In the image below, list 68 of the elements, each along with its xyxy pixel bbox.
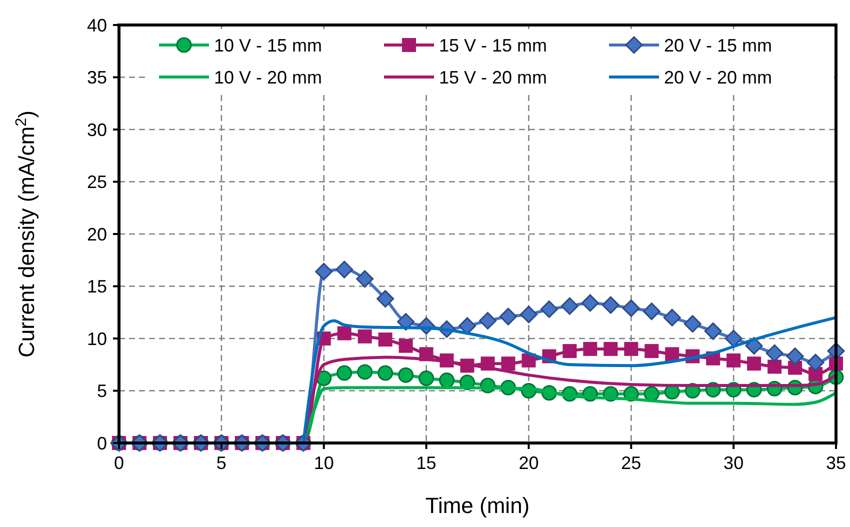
point <box>478 312 496 330</box>
point <box>581 294 599 312</box>
point <box>622 299 640 317</box>
point <box>642 302 660 320</box>
point <box>398 338 413 353</box>
legend-label: 10 V - 20 mm <box>214 67 322 88</box>
point <box>747 356 762 371</box>
y-tick-label: 20 <box>86 224 107 244</box>
point <box>788 360 802 375</box>
point <box>644 386 660 402</box>
y-tick-label: 5 <box>96 381 107 402</box>
point <box>439 372 455 388</box>
legend-label: 15 V - 20 mm <box>439 67 548 88</box>
point <box>378 332 392 347</box>
point <box>583 342 598 356</box>
x-tick-label: 15 <box>416 453 436 473</box>
point <box>398 367 414 383</box>
x-tick-label: 30 <box>724 453 744 473</box>
legend-label: 10 V - 15 mm <box>214 35 322 56</box>
x-tick-label: 35 <box>826 453 846 473</box>
point <box>499 308 517 326</box>
y-tick-label: 15 <box>86 276 107 297</box>
point <box>336 260 354 278</box>
point <box>766 344 784 362</box>
point <box>520 306 538 324</box>
point <box>684 315 702 333</box>
point <box>458 317 476 335</box>
point <box>560 297 578 315</box>
point <box>704 322 722 340</box>
point <box>418 370 434 386</box>
point <box>356 270 374 288</box>
y-tick-label: 40 <box>86 15 107 36</box>
y-tick-label: 35 <box>86 68 107 88</box>
point <box>665 347 680 362</box>
legend-label: 20 V - 20 mm <box>664 67 772 88</box>
point <box>602 296 620 314</box>
point <box>644 344 659 358</box>
point <box>337 326 352 340</box>
y-tick-label: 25 <box>86 172 107 192</box>
point <box>768 360 782 374</box>
point <box>786 348 804 366</box>
point <box>358 329 372 344</box>
legend-label: 20 V - 15 mm <box>664 35 772 56</box>
point <box>357 364 373 380</box>
point <box>376 290 394 308</box>
x-tick-label: 5 <box>216 453 226 473</box>
legend-label: 15 V - 15 mm <box>439 35 548 56</box>
point <box>663 308 681 326</box>
point <box>724 330 742 348</box>
point <box>562 344 577 358</box>
point <box>501 356 516 371</box>
x-axis-title: Time (min) <box>425 493 530 518</box>
y-tick-label: 10 <box>86 328 107 349</box>
point <box>806 354 824 372</box>
point <box>624 342 638 356</box>
point <box>315 262 333 280</box>
point <box>522 353 536 368</box>
x-tick-label: 0 <box>114 453 124 473</box>
point <box>604 342 618 356</box>
x-tick-label: 25 <box>621 453 642 473</box>
x-tick-label: 20 <box>518 453 539 473</box>
x-tick-label: 10 <box>314 453 334 473</box>
point <box>378 365 394 381</box>
point <box>336 365 352 381</box>
point <box>726 353 741 368</box>
point <box>540 300 558 318</box>
y-tick-label: 30 <box>86 120 107 140</box>
y-tick-label: 0 <box>96 433 107 454</box>
